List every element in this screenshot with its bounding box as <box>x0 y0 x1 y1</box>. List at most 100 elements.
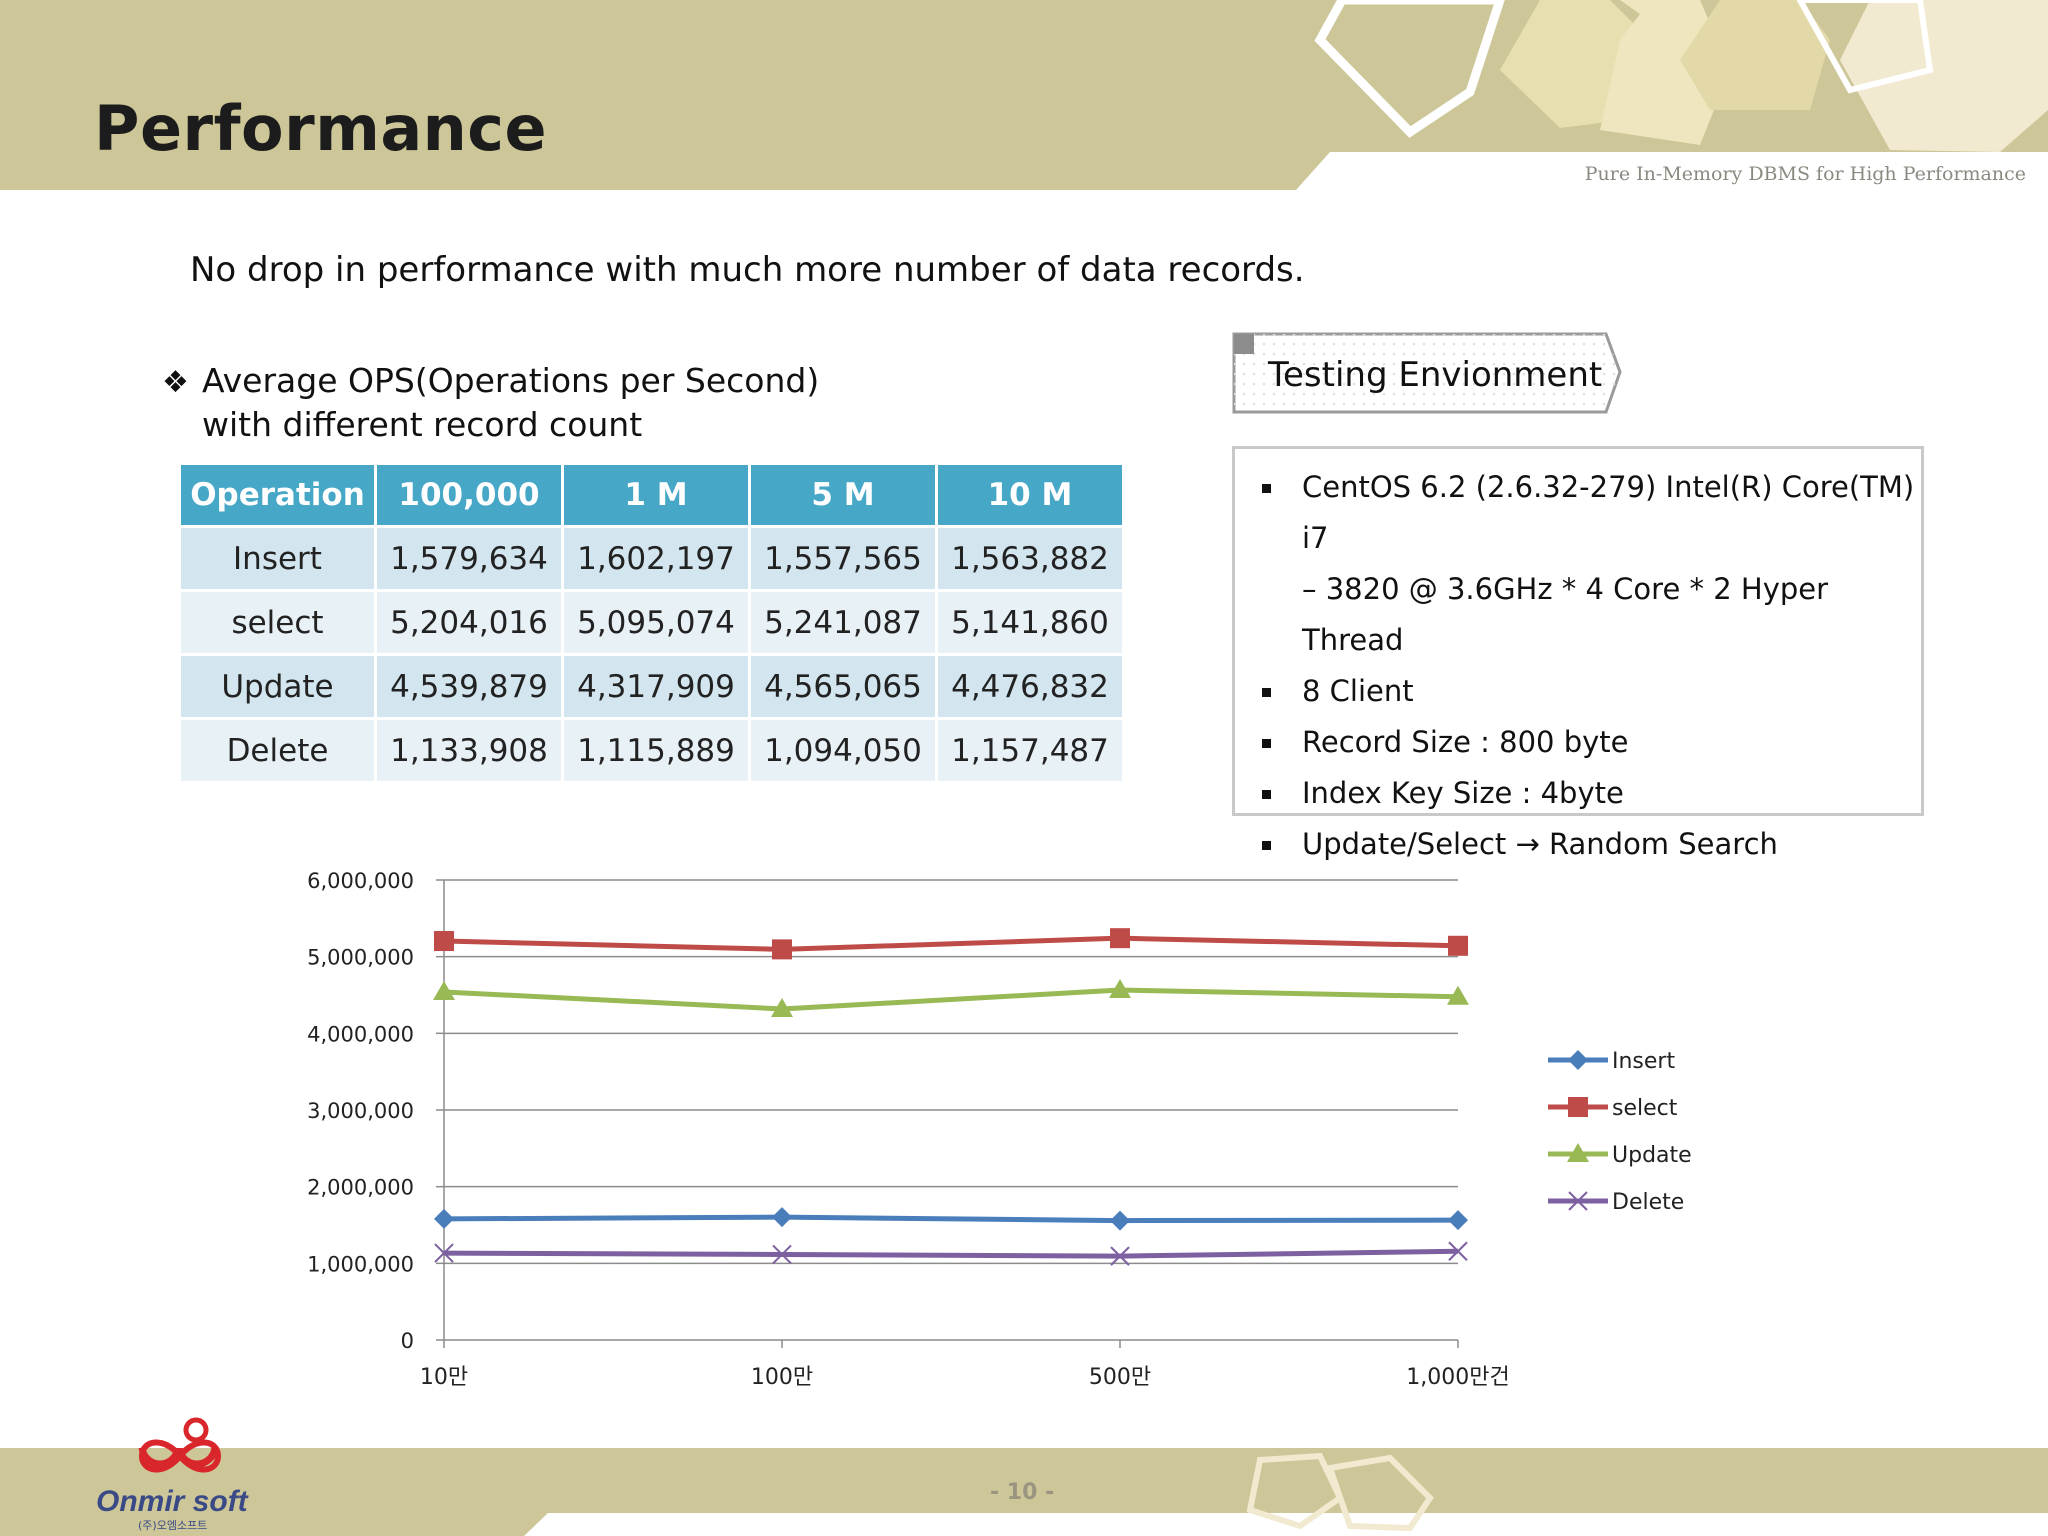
data-point-delete <box>772 1244 792 1265</box>
table-cell: 1,557,565 <box>751 528 935 589</box>
legend-label: Update <box>1612 1143 1692 1168</box>
table-row: Delete 1,133,908 1,115,889 1,094,050 1,1… <box>181 720 1122 781</box>
data-point-insert <box>772 1207 792 1228</box>
table-cell: 1,115,889 <box>564 720 748 781</box>
table-cell: 1,157,487 <box>938 720 1122 781</box>
data-point-select <box>1448 935 1468 956</box>
list-item-text: Update/Select → Random Search <box>1302 827 1778 861</box>
y-tick-label: 4,000,000 <box>307 1022 414 1046</box>
table-cell: 1,094,050 <box>751 720 935 781</box>
legend-label: select <box>1612 1096 1678 1121</box>
ops-table: Operation 100,000 1 M 5 M 10 M Insert 1,… <box>178 462 1125 784</box>
environment-tag-shape <box>1232 332 1622 414</box>
table-cell: 4,317,909 <box>564 656 748 717</box>
x-tick-label: 100만 <box>751 1365 813 1390</box>
footer-band <box>0 1448 2048 1536</box>
list-item: Update/Select → Random Search <box>1262 819 1922 870</box>
data-point-update <box>771 997 793 1017</box>
onmirsoft-logo-icon <box>138 1448 219 1468</box>
tagline: Pure In-Memory DBMS for High Performance <box>1584 163 2026 185</box>
table-row: Update 4,539,879 4,317,909 4,565,065 4,4… <box>181 656 1122 717</box>
table-cell: 1,133,908 <box>377 720 561 781</box>
brand-name: Onmir soft <box>96 1485 248 1518</box>
legend-label: Delete <box>1612 1190 1684 1215</box>
table-row: select 5,204,016 5,095,074 5,241,087 5,1… <box>181 592 1122 653</box>
y-tick-label: 3,000,000 <box>307 1099 414 1123</box>
table-cell: 5,141,860 <box>938 592 1122 653</box>
list-item-text: – 3820 @ 3.6GHz * 4 Core * 2 Hyper Threa… <box>1302 572 1829 657</box>
data-point-insert <box>434 1208 454 1229</box>
list-item: CentOS 6.2 (2.6.32-279) Intel(R) Core(TM… <box>1262 462 1922 564</box>
section-title: ❖ Average OPS(Operations per Second) with… <box>162 360 819 446</box>
hexagon-decoration <box>1314 0 1505 138</box>
data-point-update <box>1109 979 1131 999</box>
column-header: 10 M <box>938 465 1122 525</box>
square-bullet-icon <box>1262 790 1271 799</box>
data-point-insert <box>1110 1210 1130 1231</box>
table-cell: 1,579,634 <box>377 528 561 589</box>
x-tick-label: 1,000만건 <box>1406 1365 1509 1390</box>
series-line-select <box>443 935 1459 952</box>
list-item: 8 Client <box>1262 666 1922 717</box>
data-point-update <box>433 980 455 1000</box>
y-tick-label: 2,000,000 <box>307 1176 414 1200</box>
table-cell: Delete <box>181 720 374 781</box>
table-cell: 5,095,074 <box>564 592 748 653</box>
list-item-text: 8 Client <box>1302 674 1414 708</box>
y-tick-label: 6,000,000 <box>307 869 414 893</box>
table-cell: Insert <box>181 528 374 589</box>
ops-line-chart: 0 1,000,000 2,000,000 3,000,000 4,000,000 5,0… <box>307 869 1692 1390</box>
column-header: 100,000 <box>377 465 561 525</box>
list-item-text: Record Size : 800 byte <box>1302 725 1629 759</box>
copyright: © 2013 Sunjesoft Corporation. All rights… <box>1661 1512 1988 1527</box>
data-point-select <box>1110 928 1130 949</box>
data-point-insert <box>1448 1210 1468 1231</box>
data-point-delete <box>1110 1246 1130 1266</box>
list-item: – 3820 @ 3.6GHz * 4 Core * 2 Hyper Threa… <box>1262 564 1922 666</box>
environment-list: CentOS 6.2 (2.6.32-279) Intel(R) Core(TM… <box>1262 462 1922 870</box>
legend-marker <box>1567 1143 1589 1162</box>
y-tick-label: 1,000,000 <box>307 1252 414 1276</box>
pentagon-decoration <box>1246 1452 1344 1530</box>
legend-marker <box>1568 1050 1588 1070</box>
square-bullet-icon <box>1262 484 1271 493</box>
series-line-update <box>443 987 1459 1012</box>
data-point-update <box>1447 985 1469 1005</box>
headline: No drop in performance with much more nu… <box>190 250 1305 290</box>
y-tick-label: 0 <box>401 1329 414 1353</box>
table-cell: 4,565,065 <box>751 656 935 717</box>
series-line-insert <box>443 1214 1459 1224</box>
section-title-line1: Average OPS(Operations per Second) <box>202 361 820 400</box>
header-band <box>0 0 2048 190</box>
onmirsoft-logo-icon <box>138 1417 222 1473</box>
square-bullet-icon <box>1262 841 1271 850</box>
list-item: Index Key Size : 4byte <box>1262 768 1922 819</box>
table-cell: select <box>181 592 374 653</box>
column-header: 1 M <box>564 465 748 525</box>
section-title-line2: with different record count <box>202 405 643 444</box>
square-bullet-icon <box>1262 688 1271 697</box>
legend-label: Insert <box>1612 1049 1675 1074</box>
table-cell: 1,602,197 <box>564 528 748 589</box>
table-cell: 4,476,832 <box>938 656 1122 717</box>
brand-subtitle: (주)오엠소프트 <box>138 1519 208 1532</box>
list-item: Record Size : 800 byte <box>1262 717 1922 768</box>
x-tick-label: 10만 <box>420 1365 468 1390</box>
series-line-delete <box>443 1248 1459 1259</box>
page-number: - 10 - <box>990 1480 1055 1505</box>
data-point-delete <box>434 1243 454 1263</box>
table-cell: 5,241,087 <box>751 592 935 653</box>
table-cell: Update <box>181 656 374 717</box>
table-cell: 1,563,882 <box>938 528 1122 589</box>
square-bullet-icon <box>1262 739 1271 748</box>
table-cell: 5,204,016 <box>377 592 561 653</box>
table-header-row: Operation 100,000 1 M 5 M 10 M <box>181 465 1122 525</box>
environment-box <box>1232 446 1924 816</box>
diamond-bullet-icon: ❖ <box>162 365 189 400</box>
list-item-text: CentOS 6.2 (2.6.32-279) Intel(R) Core(TM… <box>1302 470 1915 555</box>
page-title: Performance <box>94 92 548 165</box>
column-header: 5 M <box>751 465 935 525</box>
data-point-delete <box>1448 1241 1468 1261</box>
table-cell: 4,539,879 <box>377 656 561 717</box>
legend-marker <box>1568 1191 1588 1211</box>
